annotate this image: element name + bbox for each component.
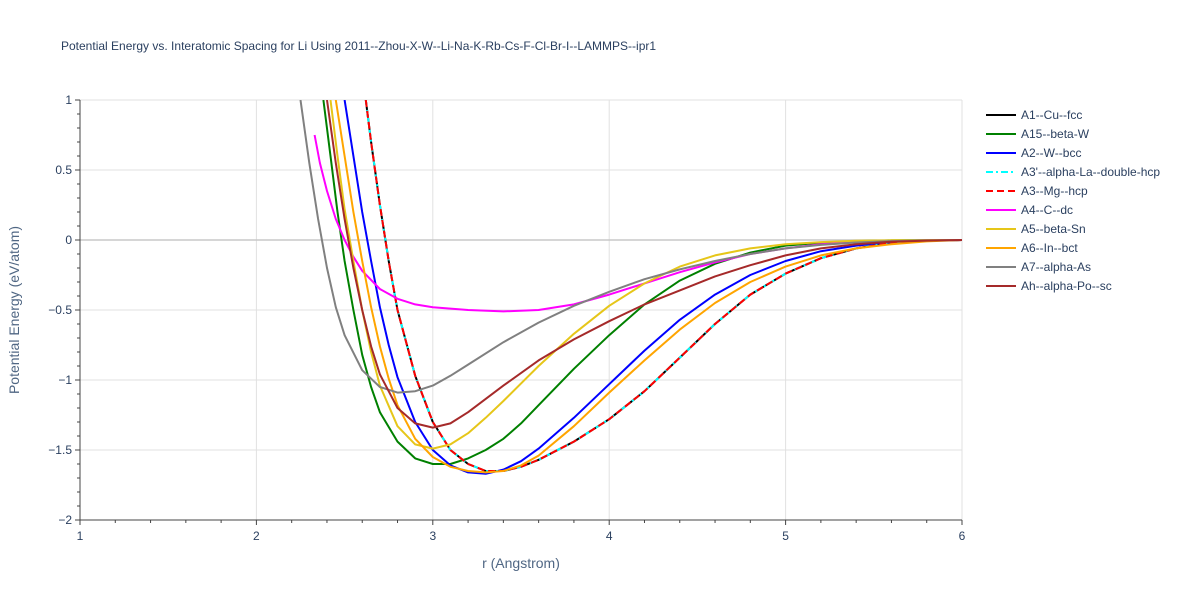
series-line[interactable] bbox=[334, 100, 962, 474]
legend-entry[interactable]: A6--In--bct bbox=[1021, 241, 1078, 255]
legend-entry[interactable]: A1--Cu--fcc bbox=[1021, 108, 1082, 122]
series-line[interactable] bbox=[299, 100, 963, 394]
legend[interactable]: A1--Cu--fcc A15--beta-W A2--W--bcc A3'--alp… bbox=[986, 108, 1160, 293]
legend-entry[interactable]: A7--alpha-As bbox=[1021, 260, 1091, 274]
x-tick-label: 2 bbox=[253, 529, 260, 543]
y-tick-label: −1.5 bbox=[48, 443, 72, 457]
legend-entry[interactable]: A15--beta-W bbox=[1021, 127, 1090, 141]
series-line[interactable] bbox=[343, 100, 962, 475]
plot-area[interactable] bbox=[299, 100, 963, 475]
legend-entry[interactable]: A4--C--dc bbox=[1021, 203, 1073, 217]
series-line[interactable] bbox=[364, 100, 962, 472]
x-tick-label: 1 bbox=[77, 529, 84, 543]
series-line[interactable] bbox=[322, 100, 962, 465]
y-tick-label: 0.5 bbox=[55, 163, 72, 177]
legend-entry[interactable]: A3--Mg--hcp bbox=[1021, 184, 1088, 198]
x-tick-label: 5 bbox=[782, 529, 789, 543]
x-tick-label: 6 bbox=[959, 529, 966, 543]
y-tick-label: −1 bbox=[58, 373, 72, 387]
legend-entry[interactable]: A3'--alpha-La--double-hcp bbox=[1021, 165, 1160, 179]
chart-title: Potential Energy vs. Interatomic Spacing… bbox=[61, 39, 656, 53]
axes bbox=[75, 99, 963, 525]
series-line[interactable] bbox=[326, 100, 962, 429]
y-tick-label: −0.5 bbox=[48, 303, 72, 317]
x-axis-label: r (Angstrom) bbox=[482, 555, 560, 571]
y-axis-label: Potential Energy (eV/atom) bbox=[6, 226, 22, 394]
legend-entry[interactable]: Ah--alpha-Po--sc bbox=[1021, 279, 1112, 293]
x-tick-label: 4 bbox=[606, 529, 613, 543]
y-tick-label: −2 bbox=[58, 513, 72, 527]
legend-entry[interactable]: A2--W--bcc bbox=[1021, 146, 1081, 160]
legend-entry[interactable]: A5--beta-Sn bbox=[1021, 222, 1086, 236]
y-tick-label: 0 bbox=[65, 233, 72, 247]
series-line[interactable] bbox=[364, 100, 962, 472]
x-tick-label: 3 bbox=[429, 529, 436, 543]
tick-labels: 1 2 3 4 5 6 −2 −1.5 −1 −0.5 0 0.5 1 bbox=[48, 93, 965, 543]
series-line[interactable] bbox=[313, 134, 962, 313]
y-tick-label: 1 bbox=[65, 93, 72, 107]
series-line[interactable] bbox=[364, 100, 962, 472]
series-line[interactable] bbox=[329, 100, 963, 450]
